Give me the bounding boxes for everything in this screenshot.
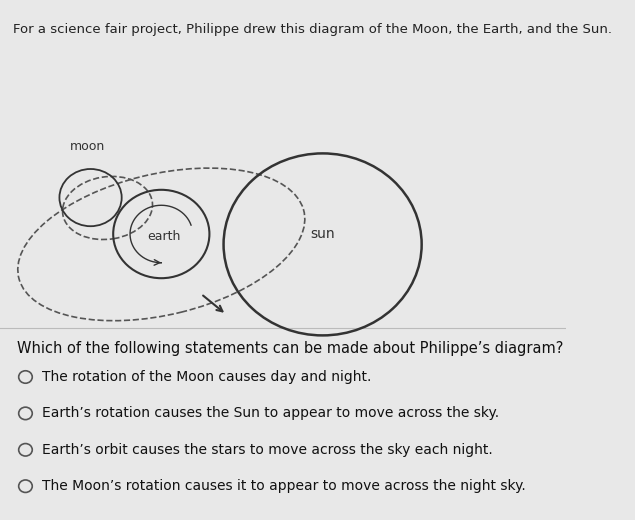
Text: Earth’s rotation causes the Sun to appear to move across the sky.: Earth’s rotation causes the Sun to appea…: [43, 407, 500, 420]
Text: moon: moon: [70, 140, 105, 153]
Text: For a science fair project, Philippe drew this diagram of the Moon, the Earth, a: For a science fair project, Philippe dre…: [13, 23, 612, 36]
Text: earth: earth: [147, 230, 181, 243]
Text: The rotation of the Moon causes day and night.: The rotation of the Moon causes day and …: [43, 370, 372, 384]
Text: Earth’s orbit causes the stars to move across the sky each night.: Earth’s orbit causes the stars to move a…: [43, 443, 493, 457]
Text: sun: sun: [311, 227, 335, 241]
Text: The Moon’s rotation causes it to appear to move across the night sky.: The Moon’s rotation causes it to appear …: [43, 479, 526, 493]
Text: Which of the following statements can be made about Philippe’s diagram?: Which of the following statements can be…: [17, 341, 563, 356]
